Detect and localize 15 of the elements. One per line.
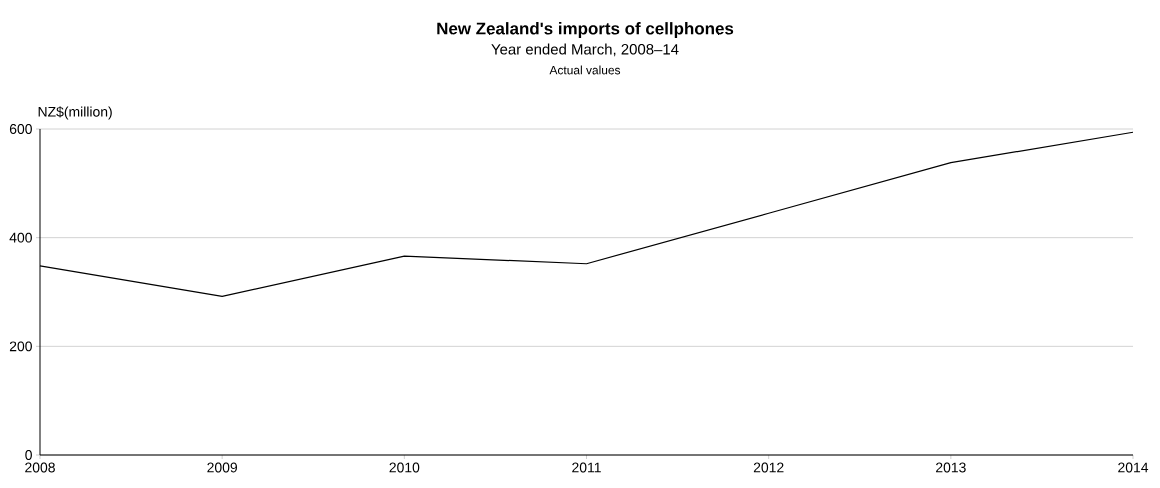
chart-subtitle: Year ended March, 2008–14 <box>491 43 679 57</box>
y-tick-label: 600 <box>9 124 32 134</box>
x-tick-label: 2009 <box>207 462 238 473</box>
x-tick-label: 2014 <box>1118 462 1149 473</box>
x-tick-label: 2013 <box>936 462 966 473</box>
y-tick-label: 400 <box>9 232 32 243</box>
x-tick-label: 2010 <box>389 462 420 473</box>
y-axis-title: NZ$(million) <box>38 106 112 120</box>
chart-title: New Zealand's imports of cellphones <box>437 22 734 38</box>
x-tick-label: 2011 <box>572 462 601 473</box>
y-tick-label: 200 <box>9 341 32 352</box>
x-tick-label: 2008 <box>25 462 55 473</box>
y-tick-label: 0 <box>25 450 32 460</box>
text: Actual values <box>549 65 621 75</box>
x-tick-label: 2012 <box>753 462 784 473</box>
